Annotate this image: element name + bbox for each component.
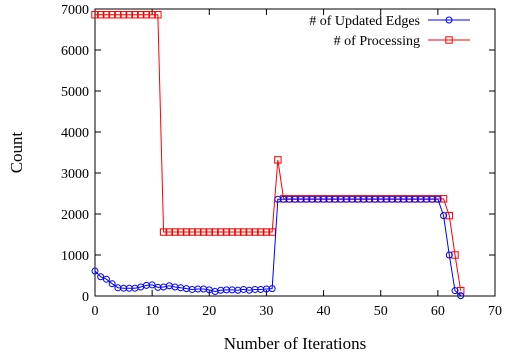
- y-tick-label: 7000: [61, 3, 89, 18]
- x-tick-label: 0: [92, 304, 99, 319]
- x-tick-label: 70: [488, 304, 502, 319]
- x-tick-label: 10: [145, 304, 159, 319]
- data-point-updated-edges: [451, 287, 459, 295]
- data-point-processing: [177, 228, 185, 236]
- data-point-processing: [119, 11, 128, 19]
- legend-label: # of Processing: [334, 34, 420, 49]
- data-point-processing: [217, 228, 225, 236]
- y-tick-label: 3000: [61, 167, 89, 182]
- data-point-processing: [125, 11, 133, 19]
- y-axis-label: Count: [7, 131, 26, 173]
- legend-swatch-marker: [445, 36, 453, 44]
- data-point-processing: [188, 228, 196, 236]
- legend-swatch-marker: [445, 16, 453, 24]
- data-point-updated-edges: [102, 275, 110, 283]
- data-point-processing: [159, 228, 168, 236]
- x-tick-label: 20: [202, 304, 216, 319]
- data-point-updated-edges: [445, 251, 453, 259]
- legend-item-processing: # of Processing: [334, 34, 470, 49]
- data-point-processing: [194, 228, 202, 236]
- series-line-processing: [95, 14, 462, 291]
- data-point-processing: [199, 228, 208, 236]
- data-point-processing: [131, 11, 139, 19]
- y-tick-label: 1000: [61, 249, 89, 264]
- data-point-processing: [245, 228, 253, 236]
- y-tick-label: 2000: [61, 208, 89, 223]
- data-point-updated-edges: [97, 273, 105, 281]
- data-point-processing: [228, 228, 236, 236]
- y-tick-label: 5000: [61, 85, 89, 100]
- y-tick-label: 4000: [61, 126, 89, 141]
- data-point-processing: [262, 228, 271, 236]
- data-point-updated-edges: [91, 267, 99, 275]
- series-line-updated-edges: [94, 198, 462, 296]
- data-point-processing: [102, 11, 111, 19]
- series-processing: [91, 11, 465, 295]
- y-tick-label: 0: [82, 290, 89, 305]
- x-tick-label: 60: [431, 304, 445, 319]
- plot-frame: [94, 8, 496, 297]
- data-point-updated-edges: [148, 281, 156, 289]
- data-point-processing: [165, 228, 173, 236]
- data-point-processing: [251, 228, 259, 236]
- data-point-processing: [211, 228, 219, 236]
- data-point-updated-edges: [108, 280, 116, 288]
- legend-item-updated-edges: # of Updated Edges: [309, 14, 470, 29]
- series-updated-edges: [91, 195, 465, 300]
- legend-label: # of Updated Edges: [309, 14, 420, 29]
- data-point-processing: [239, 228, 248, 236]
- ticks: 0 10 20 30 40 50 60 70 0 1000 2000 3000 4000 5000 6000…: [61, 3, 502, 319]
- data-point-processing: [91, 11, 99, 19]
- data-point-processing: [257, 228, 265, 236]
- data-point-updated-edges: [457, 292, 465, 300]
- data-point-updated-edges: [440, 212, 448, 220]
- data-point-processing: [154, 11, 162, 19]
- data-point-processing: [182, 228, 191, 236]
- data-point-processing: [274, 156, 282, 164]
- data-point-processing: [171, 228, 179, 236]
- x-tick-label: 50: [374, 304, 388, 319]
- legend: # of Updated Edges # of Processing: [309, 14, 470, 49]
- data-point-updated-edges: [268, 285, 276, 293]
- y-tick-label: 6000: [61, 44, 89, 59]
- data-point-processing: [234, 228, 242, 236]
- data-point-processing: [114, 11, 122, 19]
- x-axis-label: Number of Iterations: [224, 334, 367, 353]
- data-point-processing: [137, 11, 145, 19]
- data-point-processing: [142, 11, 151, 19]
- data-point-processing: [205, 228, 213, 236]
- x-tick-label: 30: [259, 304, 273, 319]
- series-layer: [91, 11, 465, 300]
- data-point-updated-edges: [434, 195, 442, 203]
- data-point-processing: [108, 11, 116, 19]
- x-tick-label: 40: [317, 304, 331, 319]
- data-point-processing: [148, 11, 156, 19]
- data-point-processing: [97, 11, 105, 19]
- data-point-processing: [222, 228, 231, 236]
- axes: [94, 8, 496, 297]
